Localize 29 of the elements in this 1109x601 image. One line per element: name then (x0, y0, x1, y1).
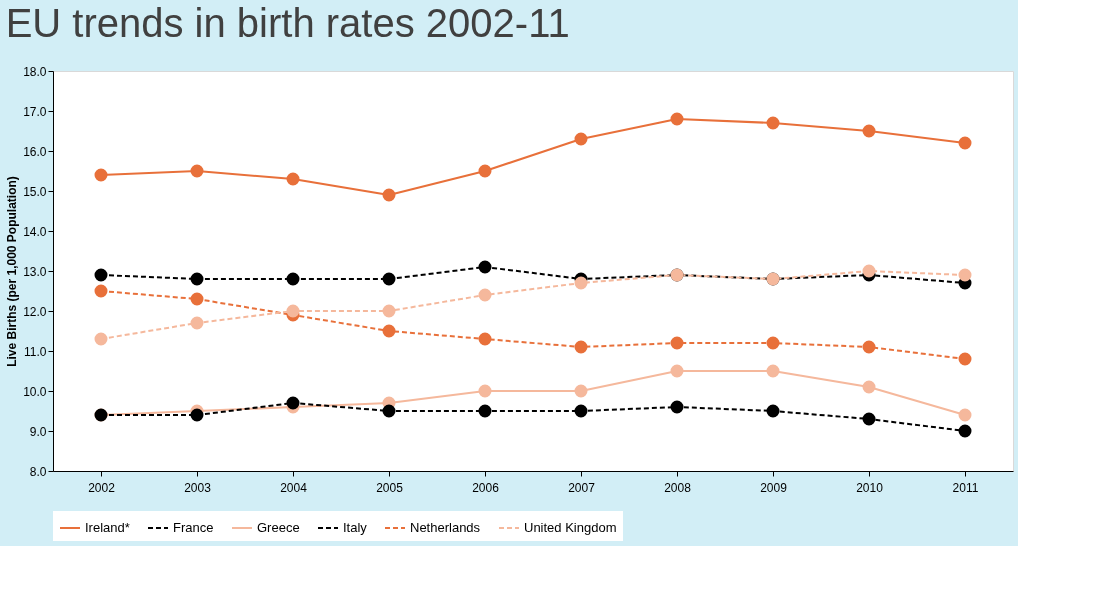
y-tick-label: 18.0 (23, 64, 47, 79)
y-tick-label: 8.0 (29, 464, 47, 479)
legend-label: France (173, 520, 214, 535)
y-tick-label: 11.0 (24, 344, 47, 359)
y-tick-label: 16.0 (23, 144, 47, 159)
y-tick-label: 15.0 (23, 184, 47, 199)
y-tick-label: 17.0 (23, 104, 47, 119)
x-tick-label: 2006 (472, 480, 500, 495)
x-tick-label: 2002 (88, 480, 116, 495)
legend-label: Italy (343, 520, 368, 535)
x-tick-label: 2005 (376, 480, 404, 495)
legend-label: Ireland* (85, 520, 130, 535)
x-tick-label: 2004 (280, 480, 308, 495)
legend-label: United Kingdom (524, 520, 617, 535)
legend-label: Greece (257, 520, 300, 535)
x-tick-label: 2010 (856, 480, 884, 495)
y-tick-label: 13.0 (23, 264, 47, 279)
legend-label: Netherlands (410, 520, 481, 535)
x-tick-label: 2003 (184, 480, 212, 495)
x-tick-label: 2009 (760, 480, 788, 495)
y-axis-title: Live Births (per 1,000 Population) (5, 176, 20, 367)
x-tick-label: 2008 (664, 480, 692, 495)
x-tick-label: 2007 (568, 480, 596, 495)
y-tick-label: 14.0 (23, 224, 47, 239)
x-tick-label: 2011 (952, 480, 979, 495)
y-tick-label: 10.0 (23, 384, 47, 399)
y-tick-label: 9.0 (29, 424, 47, 439)
chart-title: EU trends in birth rates 2002-11 (5, 1, 570, 45)
y-tick-label: 12.0 (23, 304, 47, 319)
